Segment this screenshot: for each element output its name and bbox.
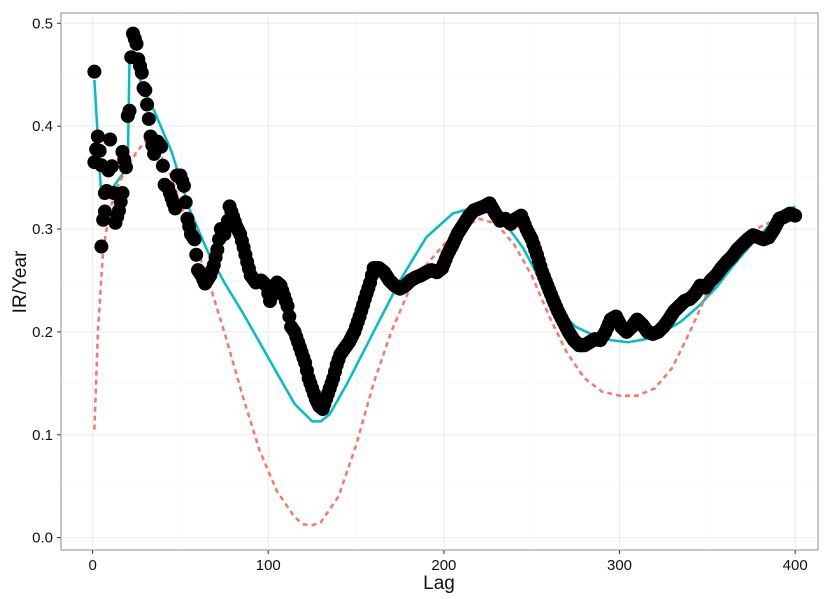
data-point xyxy=(140,97,155,112)
data-point xyxy=(129,36,144,51)
y-tick-label: 0.2 xyxy=(32,324,53,341)
y-tick-label: 0.5 xyxy=(32,15,53,32)
data-point xyxy=(97,204,112,219)
y-axis-ticks: 0.0 0.1 0.2 0.3 0.4 0.5 xyxy=(32,15,61,547)
x-tick-label: 100 xyxy=(256,557,281,574)
data-point xyxy=(178,195,193,210)
x-tick-label: 0 xyxy=(88,557,96,574)
data-point xyxy=(122,103,137,118)
data-point xyxy=(141,111,156,126)
x-axis-title: Lag xyxy=(423,573,455,594)
y-tick-label: 0.4 xyxy=(32,118,53,135)
dashed-series-line xyxy=(93,140,796,527)
y-axis-title: IR/Year xyxy=(10,250,31,313)
data-point xyxy=(187,232,202,247)
data-point xyxy=(92,143,107,158)
x-tick-label: 400 xyxy=(783,557,808,574)
data-point xyxy=(87,64,102,79)
data-point xyxy=(210,242,225,257)
data-point xyxy=(189,247,204,262)
y-tick-label: 0.1 xyxy=(32,427,53,444)
grid xyxy=(61,13,818,550)
y-tick-label: 0.0 xyxy=(32,530,53,547)
series-lines xyxy=(93,58,796,527)
data-point xyxy=(282,309,297,324)
data-point xyxy=(115,186,130,201)
x-tick-label: 200 xyxy=(431,557,456,574)
data-point xyxy=(138,83,153,98)
data-point xyxy=(103,132,118,147)
y-tick-label: 0.3 xyxy=(32,221,53,238)
plot-panel xyxy=(60,12,819,551)
x-axis-ticks: 0 100 200 300 400 xyxy=(88,550,808,574)
data-point xyxy=(94,239,109,254)
data-point xyxy=(168,201,183,216)
data-point xyxy=(154,139,169,154)
solid-series-line xyxy=(93,58,796,423)
data-point xyxy=(280,299,295,314)
data-point xyxy=(134,65,149,80)
data-point xyxy=(155,158,170,173)
data-points xyxy=(87,26,803,417)
data-point xyxy=(176,178,191,193)
data-point xyxy=(104,159,119,174)
data-point xyxy=(90,129,105,144)
data-point xyxy=(788,208,803,223)
x-tick-label: 300 xyxy=(607,557,632,574)
data-point xyxy=(118,160,133,175)
